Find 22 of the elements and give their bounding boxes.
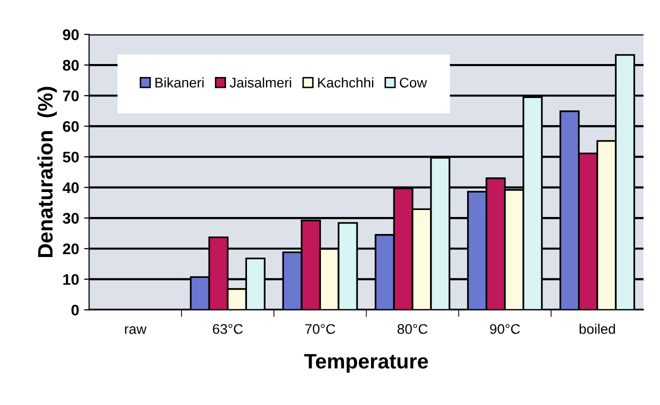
- x-tick-label: 90°C: [490, 324, 520, 334]
- legend-label: Kachchhi: [318, 77, 374, 88]
- x-tick-label: 70°C: [305, 324, 336, 334]
- legend-label: Jaisalmeri: [230, 77, 292, 88]
- y-tick-label: 90: [62, 29, 79, 40]
- y-tick-label: 50: [62, 152, 79, 163]
- y-tick-label: 30: [62, 212, 79, 224]
- legend-label: Cow: [400, 78, 427, 88]
- y-tick-label: 60: [62, 121, 79, 132]
- y-tick-label: 70: [63, 90, 79, 102]
- y-tick-label: 40: [62, 182, 79, 194]
- y-tick-label: 20: [62, 243, 79, 254]
- y-axis-title: Denaturation (%): [37, 86, 57, 257]
- y-tick-label: 10: [63, 274, 79, 285]
- x-tick-label: boiled: [580, 324, 615, 334]
- x-axis-title: Temperature: [304, 354, 428, 373]
- x-tick-label: raw: [125, 326, 147, 334]
- x-tick-label: 63°C: [212, 324, 243, 334]
- y-tick-label: 0: [71, 304, 79, 316]
- x-tick-label: 80°C: [398, 324, 428, 334]
- legend-label: Bikaneri: [155, 77, 204, 88]
- y-tick-label: 80: [62, 60, 79, 71]
